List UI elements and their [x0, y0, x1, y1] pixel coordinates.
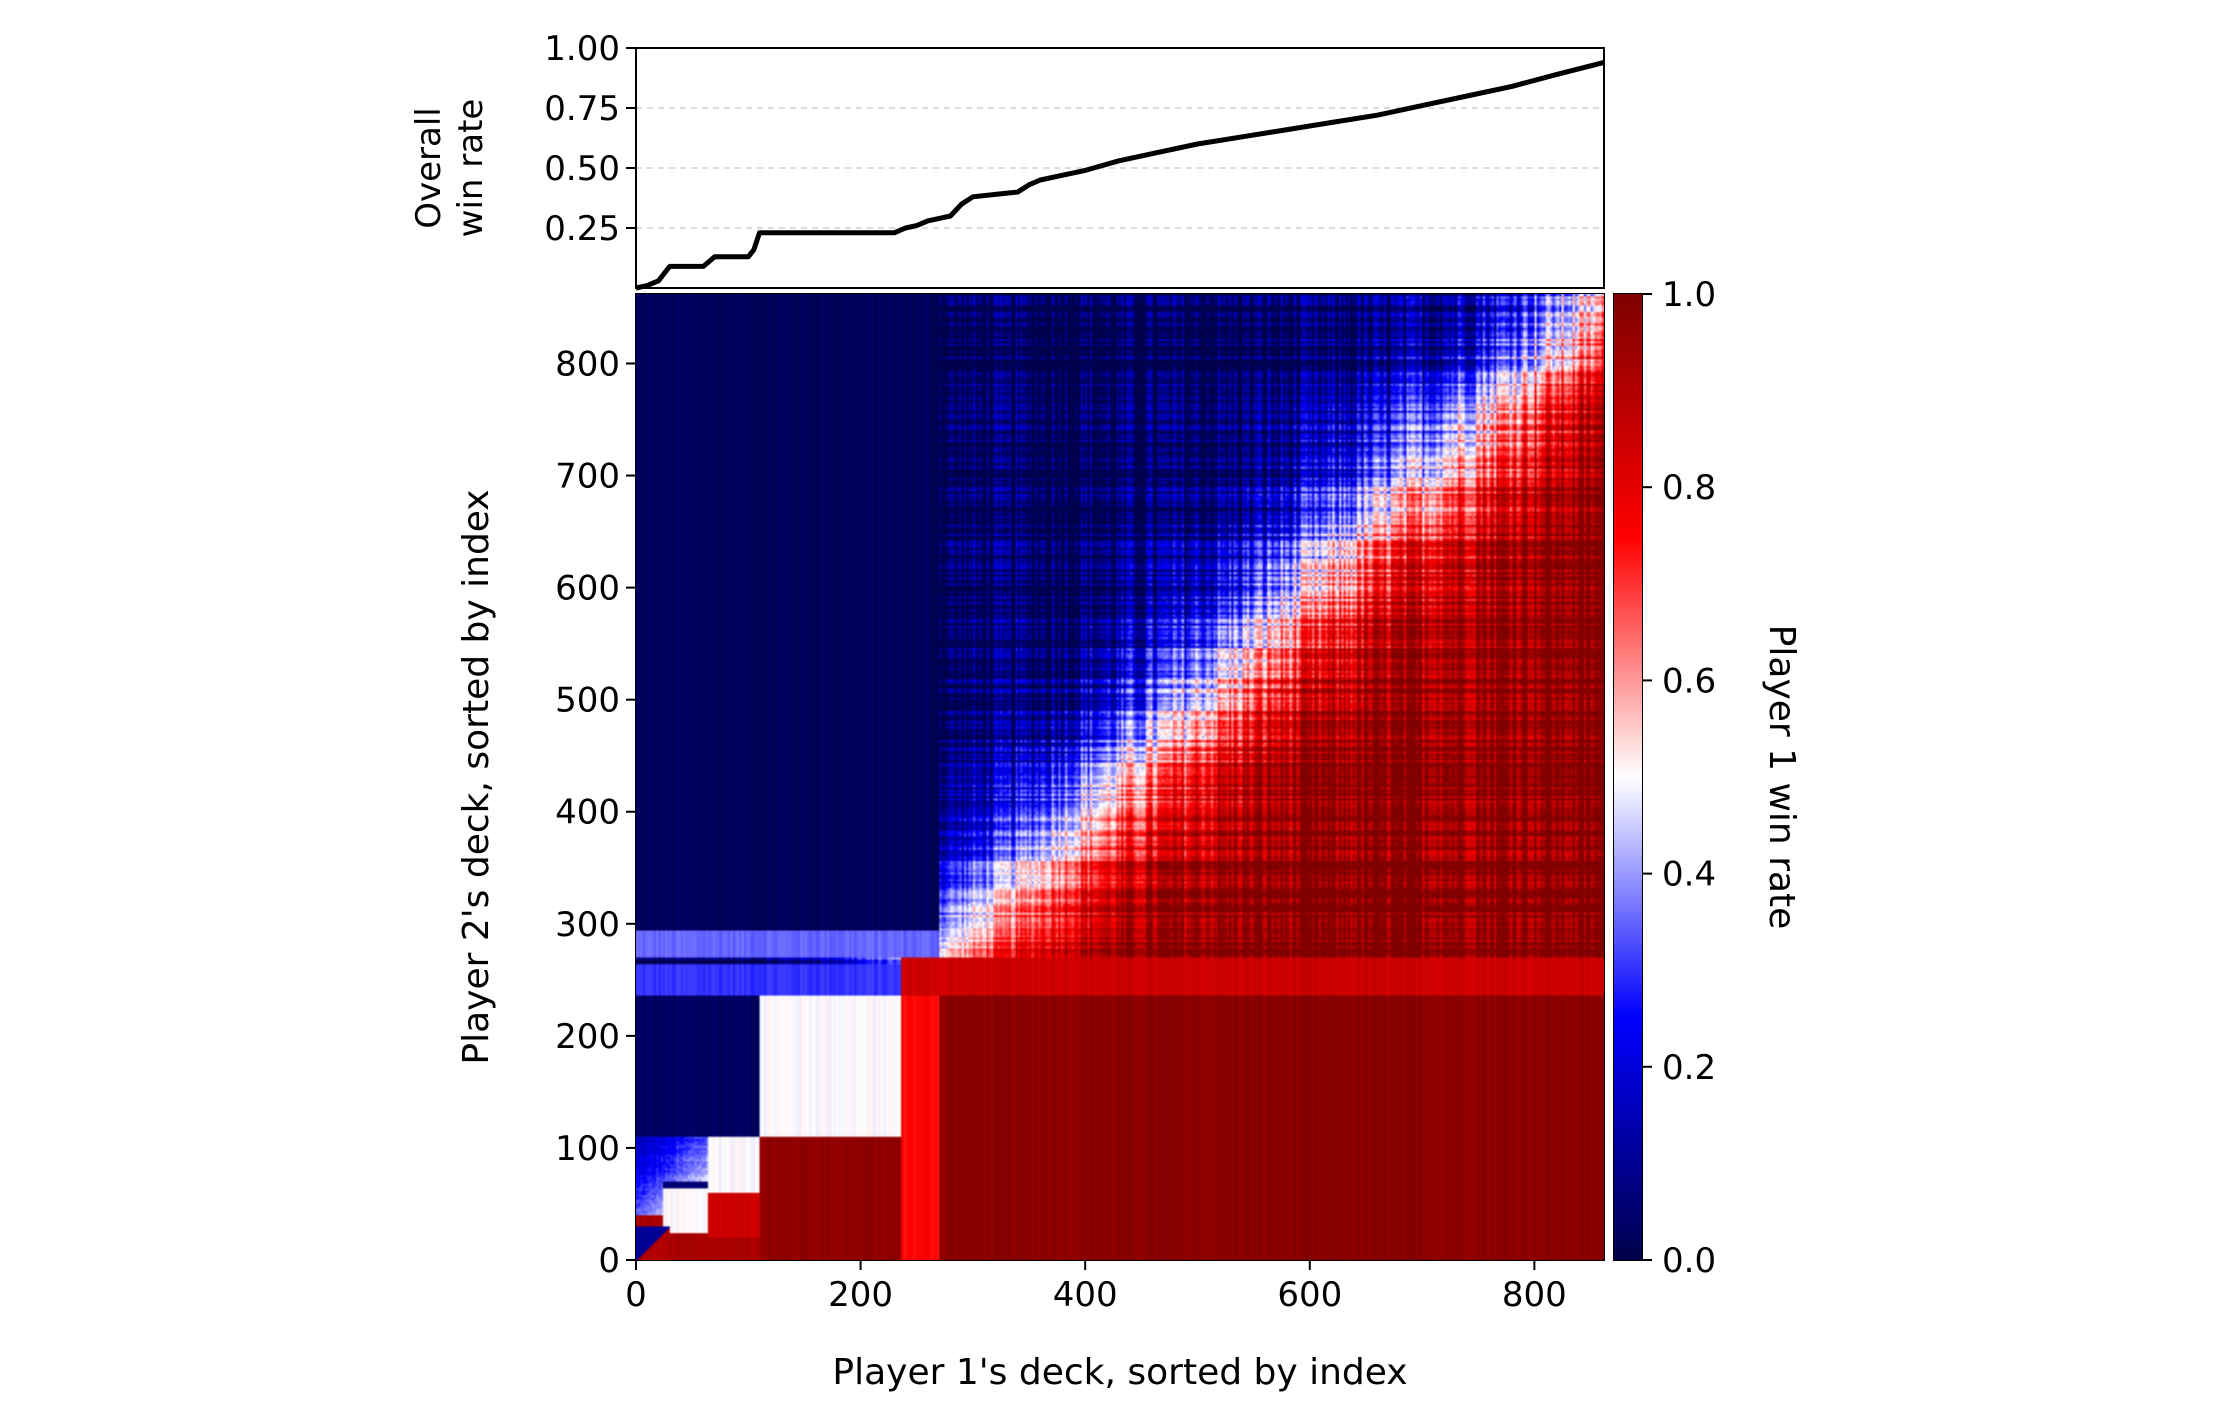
heatmap-xtick-label: 600	[1277, 1275, 1342, 1315]
heatmap-ytick-label: 0	[598, 1241, 620, 1281]
colorbar-gradient	[1614, 294, 1642, 1260]
heatmap-xlabel: Player 1's deck, sorted by index	[832, 1352, 1407, 1393]
heatmap-axes: 0 200 400 600 800 0100200300400500600700800 …	[456, 293, 1605, 1393]
top-y-ticks: 0.25 0.50 0.75 1.00	[544, 29, 636, 249]
heatmap-ytick-label: 300	[555, 905, 620, 945]
top-ytick-label: 0.25	[544, 209, 620, 249]
colorbar: 0.0 0.2 0.4 0.6 0.8 1.0 Player 1 win rate	[1613, 275, 1802, 1281]
heatmap-ytick-label: 800	[555, 344, 620, 384]
top-gridlines	[636, 47, 1604, 229]
heatmap-ytick-label: 700	[555, 457, 620, 497]
heatmap-ytick-label: 100	[555, 1129, 620, 1169]
top-ytick-label: 1.00	[544, 29, 620, 69]
colorbar-tick-label: 0.6	[1662, 661, 1716, 701]
heatmap-ytick-label: 400	[555, 793, 620, 833]
heatmap-ylabel: Player 2's deck, sorted by index	[456, 489, 497, 1064]
colorbar-tick-label: 0.8	[1662, 468, 1716, 508]
overall-win-rate-line	[635, 59, 1605, 291]
top-ylabel-line-1: Overall	[409, 107, 449, 229]
colorbar-tick-label: 0.0	[1662, 1241, 1716, 1281]
win-rate-line-chart: 0.25 0.50 0.75 1.00 Overall win rate	[409, 29, 1605, 291]
colorbar-ticks: 0.0 0.2 0.4 0.6 0.8 1.0	[1642, 275, 1716, 1281]
heatmap-ytick-label: 200	[555, 1017, 620, 1057]
heatmap-ytick-label: 600	[555, 569, 620, 609]
heatmap-ytick-label: 500	[555, 681, 620, 721]
heatmap-xtick-label: 0	[625, 1275, 647, 1315]
top-ytick-label: 0.50	[544, 149, 620, 189]
top-ylabel-line-2: win rate	[451, 99, 491, 238]
heatmap-y-ticks: 0 100 200 300 400 500 600 700 800	[555, 344, 636, 1281]
heatmap-xtick-label: 800	[1502, 1275, 1567, 1315]
heatmap-xtick-label: 200	[828, 1275, 893, 1315]
heatmap-xtick-label: 400	[1053, 1275, 1118, 1315]
colorbar-label: Player 1 win rate	[1761, 625, 1802, 930]
top-ytick-label: 0.75	[544, 89, 620, 129]
colorbar-tick-label: 0.2	[1662, 1048, 1716, 1088]
colorbar-tick-label: 0.4	[1662, 855, 1716, 895]
heatmap-x-ticks: 0 200 400 600 800	[625, 1260, 1567, 1315]
heatmap-image	[636, 294, 1604, 1260]
colorbar-tick-label: 1.0	[1662, 275, 1716, 315]
